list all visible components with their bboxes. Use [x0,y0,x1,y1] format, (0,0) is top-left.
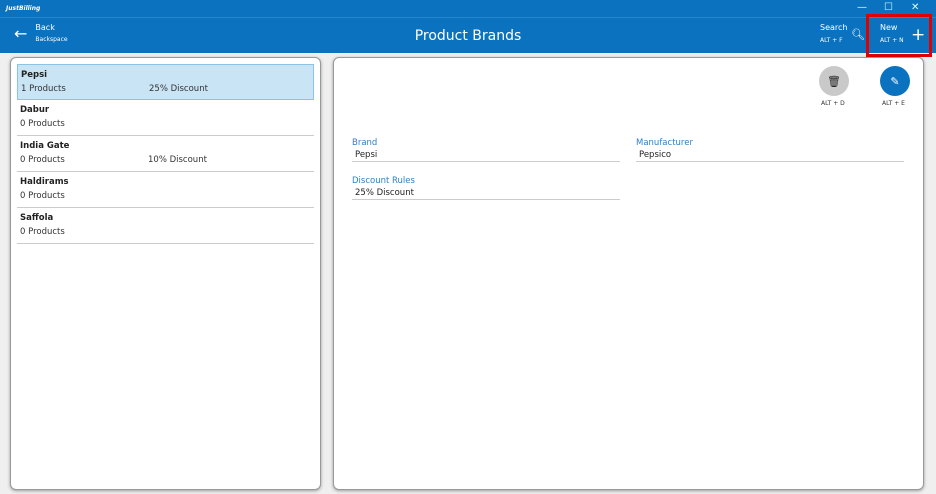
delete-shortcut: ALT + D [821,100,845,107]
back-shortcut: Backspace [35,36,68,43]
maximize-button[interactable]: ☐ [884,2,893,13]
new-button[interactable]: New ALT + N [880,22,904,47]
brand-list-item[interactable]: India Gate 0 Products 10% Discount [17,136,314,172]
minimize-button[interactable]: — [857,2,867,13]
manufacturer-label: Manufacturer [636,138,693,148]
brand-name: India Gate [20,141,70,151]
page-title: Product Brands [414,28,522,44]
discount-text: 25% Discount [149,84,208,94]
divider [0,17,936,18]
brand-name: Pepsi [21,70,48,80]
product-count: 0 Products [20,191,65,201]
brand-name: Haldirams [20,177,69,187]
new-shortcut: ALT + N [880,37,904,44]
delete-button[interactable]: 🗑︎ [819,66,849,96]
brand-list-item[interactable]: Pepsi 1 Products 25% Discount [17,64,314,100]
new-label: New [880,23,898,32]
search-label: Search [820,23,848,32]
manufacturer-value[interactable]: Pepsico [636,149,904,162]
discount-label: Discount Rules [352,176,415,186]
pencil-icon: ✎ [890,74,900,88]
back-button[interactable]: ← Back Backspace [14,22,68,45]
manufacturer-field[interactable]: Manufacturer Pepsico [636,137,904,162]
edit-shortcut: ALT + E [882,100,905,107]
search-button[interactable]: Search ALT + F [820,22,847,47]
close-button[interactable]: ✕ [911,2,920,13]
brand-list-item[interactable]: Dabur 0 Products [17,100,314,136]
product-count: 0 Products [20,227,65,237]
brand-list-item[interactable]: Haldirams 0 Products [17,172,314,208]
product-count: 1 Products [21,84,66,94]
back-label: Back [35,23,55,32]
search-icon[interactable]: 🔍︎ [851,28,865,41]
search-shortcut: ALT + F [820,37,843,44]
brand-value[interactable]: Pepsi [352,149,620,162]
plus-icon[interactable]: + [911,25,926,45]
brand-list-item[interactable]: Saffola 0 Products [17,208,314,244]
app-logo: JustBilling [6,5,41,12]
app-header: JustBilling — ☐ ✕ ← Back Backspace Produc… [0,0,936,53]
product-count: 0 Products [20,155,65,165]
brand-field[interactable]: Brand Pepsi [352,137,620,162]
brand-detail: 🗑︎ ALT + D ✎ ALT + E Brand Pepsi Manufact… [333,57,924,490]
product-count: 0 Products [20,119,65,129]
trash-icon: 🗑︎ [827,74,841,88]
brand-label: Brand [352,138,378,148]
discount-value[interactable]: 25% Discount [352,187,620,200]
edit-button[interactable]: ✎ [880,66,910,96]
brand-name: Dabur [20,105,50,115]
back-arrow-icon: ← [14,24,28,43]
brand-list: Pepsi 1 Products 25% Discount Dabur 0 Produc… [10,57,321,490]
highlight-box [866,14,932,57]
discount-text: 10% Discount [148,155,207,165]
brand-name: Saffola [20,213,54,223]
discount-field[interactable]: Discount Rules 25% Discount [352,175,620,200]
